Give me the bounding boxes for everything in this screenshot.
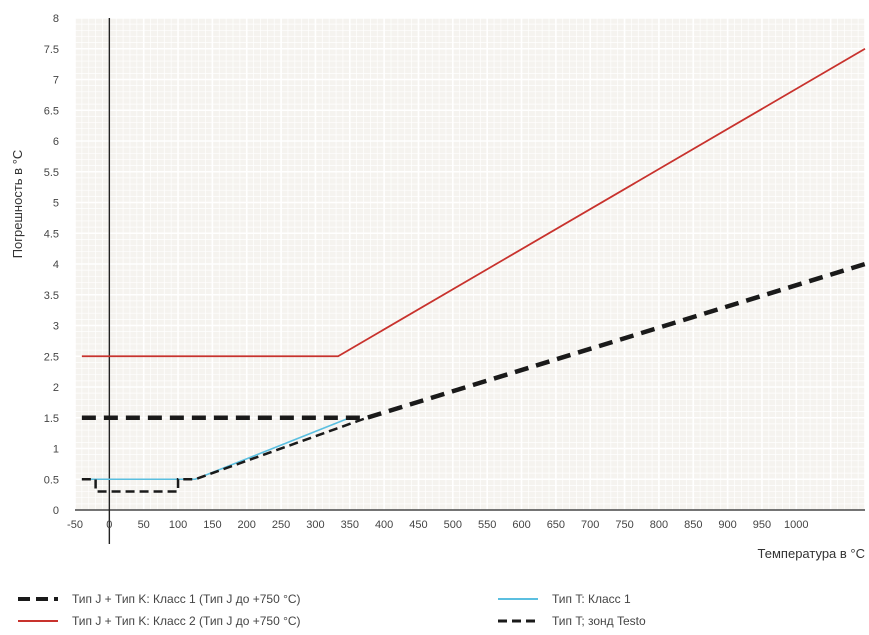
x-tick-label: 100 bbox=[169, 519, 187, 531]
y-tick-label: 3 bbox=[53, 321, 59, 333]
legend-swatch-series-1 bbox=[18, 594, 58, 604]
x-tick-label: 250 bbox=[272, 519, 290, 531]
x-tick-label: -50 bbox=[67, 519, 83, 531]
legend-label-series-2: Тип J + Тип K: Класс 2 (Тип J до +750 °C… bbox=[72, 614, 301, 628]
series-layer bbox=[81, 47, 866, 493]
legend-swatch-series-2 bbox=[18, 616, 58, 626]
x-tick-label: 350 bbox=[341, 519, 359, 531]
x-tick-labels: -50 0 50 100 150 200 250 300 350 400 450 500 550 600 6… bbox=[67, 519, 808, 531]
legend-label-series-3: Тип T: Класс 1 bbox=[552, 592, 631, 606]
x-tick-label: 700 bbox=[581, 519, 599, 531]
grid bbox=[74, 17, 866, 511]
y-tick-label: 6 bbox=[53, 136, 59, 148]
x-tick-label: 600 bbox=[512, 519, 530, 531]
legend: Тип J + Тип K: Класс 1 (Тип J до +750 °C… bbox=[0, 578, 869, 635]
x-tick-label: 750 bbox=[615, 519, 633, 531]
axes bbox=[75, 18, 865, 544]
x-tick-label: 550 bbox=[478, 519, 496, 531]
x-tick-label: 200 bbox=[238, 519, 256, 531]
x-tick-label: 800 bbox=[650, 519, 668, 531]
series-line-2 bbox=[81, 47, 866, 358]
y-tick-label: 7 bbox=[53, 75, 59, 87]
legend-swatch-series-4 bbox=[498, 616, 538, 626]
x-tick-label: 900 bbox=[718, 519, 736, 531]
y-axis-label: Погрешность в °C bbox=[10, 150, 25, 259]
y-tick-label: 1.5 bbox=[44, 413, 59, 425]
x-tick-label: 1000 bbox=[784, 519, 808, 531]
series-line-3 bbox=[81, 417, 351, 481]
y-tick-label: 4 bbox=[53, 259, 59, 271]
legend-swatch-series-3 bbox=[498, 594, 538, 604]
series-line-1 bbox=[81, 261, 866, 420]
x-axis-label: Температура в °C bbox=[758, 546, 865, 561]
x-tick-label: 500 bbox=[444, 519, 462, 531]
x-tick-label: 300 bbox=[306, 519, 324, 531]
y-tick-label: 5 bbox=[53, 198, 59, 210]
x-tick-label: 0 bbox=[106, 519, 112, 531]
y-tick-label: 2.5 bbox=[44, 351, 59, 363]
x-tick-label: 50 bbox=[138, 519, 150, 531]
legend-label-series-1: Тип J + Тип K: Класс 1 (Тип J до +750 °C… bbox=[72, 592, 301, 606]
y-tick-labels: 0 0.5 1 1.5 2 2.5 3 3.5 4 4.5 5 5.5 6 6.5 7 7.5 8 bbox=[44, 13, 59, 517]
y-tick-label: 1 bbox=[53, 444, 59, 456]
y-tick-label: 8 bbox=[53, 13, 59, 25]
legend-item-series-4: Тип T; зонд Testo bbox=[498, 614, 646, 628]
y-tick-label: 3.5 bbox=[44, 290, 59, 302]
x-tick-label: 950 bbox=[753, 519, 771, 531]
y-tick-label: 6.5 bbox=[44, 105, 59, 117]
line-chart: -50 0 50 100 150 200 250 300 350 400 450 500 550 600 6… bbox=[10, 13, 866, 561]
y-tick-label: 0 bbox=[53, 505, 59, 517]
x-tick-label: 400 bbox=[375, 519, 393, 531]
y-tick-label: 5.5 bbox=[44, 167, 59, 179]
legend-item-series-1: Тип J + Тип K: Класс 1 (Тип J до +750 °C… bbox=[18, 592, 301, 606]
legend-item-series-2: Тип J + Тип K: Класс 2 (Тип J до +750 °C… bbox=[18, 614, 301, 628]
y-tick-label: 0.5 bbox=[44, 474, 59, 486]
y-tick-label: 7.5 bbox=[44, 44, 59, 56]
x-tick-label: 650 bbox=[547, 519, 565, 531]
x-tick-label: 850 bbox=[684, 519, 702, 531]
x-tick-label: 450 bbox=[409, 519, 427, 531]
y-tick-label: 4.5 bbox=[44, 228, 59, 240]
legend-label-series-4: Тип T; зонд Testo bbox=[552, 614, 646, 628]
legend-item-series-3: Тип T: Класс 1 bbox=[498, 592, 631, 606]
y-tick-label: 2 bbox=[53, 382, 59, 394]
x-tick-label: 150 bbox=[203, 519, 221, 531]
